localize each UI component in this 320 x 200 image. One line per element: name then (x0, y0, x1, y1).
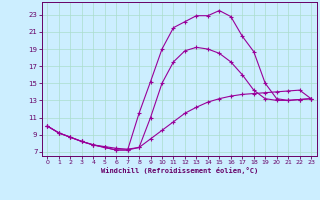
X-axis label: Windchill (Refroidissement éolien,°C): Windchill (Refroidissement éolien,°C) (100, 167, 258, 174)
